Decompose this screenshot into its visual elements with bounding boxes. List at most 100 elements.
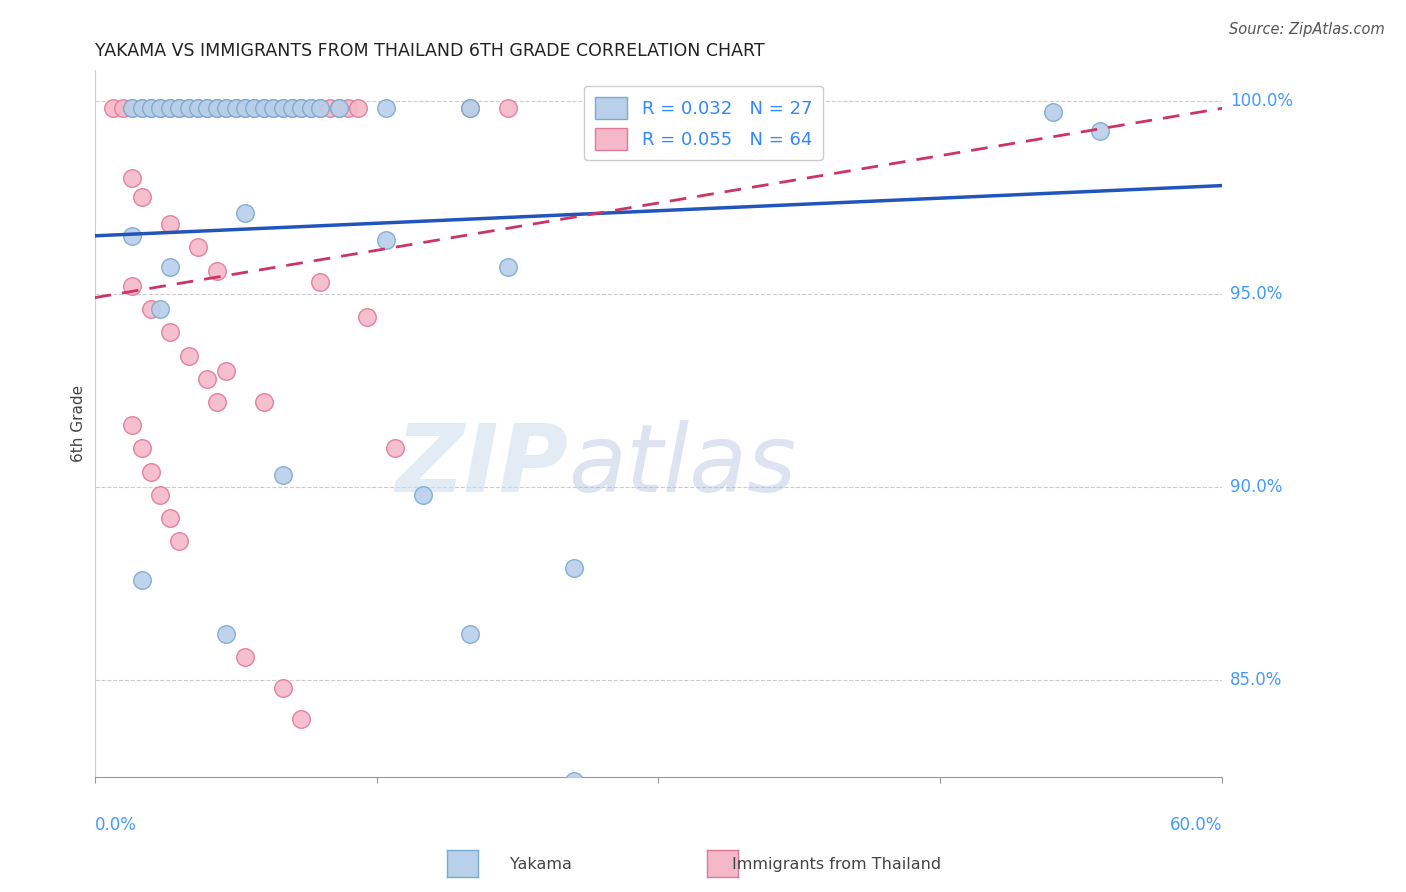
Point (460, 101, 482, 115)
Point (374, 101, 396, 115)
Point (309, 275, 332, 289)
Text: Source: ZipAtlas.com: Source: ZipAtlas.com (1229, 22, 1385, 37)
Point (131, 101, 153, 115)
Point (225, 101, 247, 115)
Point (253, 101, 276, 115)
Point (187, 240, 209, 254)
Text: ZIP: ZIP (395, 420, 568, 512)
Point (159, 217, 181, 231)
Text: 100.0%: 100.0% (1230, 92, 1294, 110)
Point (159, 326, 181, 340)
Point (195, 101, 218, 115)
Point (496, 101, 519, 115)
Point (328, 101, 350, 115)
Point (177, 101, 200, 115)
Text: 90.0%: 90.0% (1230, 478, 1282, 496)
Point (384, 442, 406, 456)
Point (262, 101, 284, 115)
Point (139, 101, 162, 115)
Point (131, 101, 153, 115)
Point (139, 302, 162, 317)
Point (281, 101, 304, 115)
Point (460, 627, 482, 641)
Point (290, 101, 312, 115)
Point (159, 101, 181, 115)
Point (167, 101, 190, 115)
Point (271, 468, 294, 483)
Point (167, 101, 190, 115)
Point (149, 101, 172, 115)
Point (253, 101, 276, 115)
Point (233, 101, 256, 115)
Point (205, 395, 228, 409)
Point (271, 101, 294, 115)
Point (215, 627, 238, 641)
Point (1088, 124, 1111, 138)
Point (271, 101, 294, 115)
Point (149, 302, 172, 317)
Point (1042, 105, 1064, 120)
Point (187, 101, 209, 115)
Point (215, 101, 238, 115)
Point (121, 101, 143, 115)
Text: atlas: atlas (568, 420, 796, 511)
Point (356, 310, 378, 324)
Point (131, 573, 153, 587)
Point (562, 561, 585, 575)
Point (309, 101, 332, 115)
Point (205, 101, 228, 115)
Point (412, 488, 434, 502)
Point (299, 101, 322, 115)
Point (243, 101, 266, 115)
Text: 60.0%: 60.0% (1170, 815, 1222, 833)
Point (290, 101, 312, 115)
Text: YAKAMA VS IMMIGRANTS FROM THAILAND 6TH GRADE CORRELATION CHART: YAKAMA VS IMMIGRANTS FROM THAILAND 6TH G… (94, 42, 765, 60)
Point (215, 101, 238, 115)
Text: 95.0%: 95.0% (1230, 285, 1282, 302)
Point (121, 418, 143, 433)
Point (205, 101, 228, 115)
Point (318, 101, 340, 115)
Point (299, 101, 322, 115)
Point (159, 260, 181, 274)
Point (346, 101, 368, 115)
Point (149, 488, 172, 502)
Point (233, 205, 256, 219)
Point (149, 101, 172, 115)
Point (195, 372, 218, 386)
Point (159, 511, 181, 525)
Y-axis label: 6th Grade: 6th Grade (72, 384, 86, 462)
Point (167, 534, 190, 549)
Point (159, 101, 181, 115)
Point (195, 101, 218, 115)
Point (496, 260, 519, 274)
Point (139, 465, 162, 479)
Point (121, 101, 143, 115)
Point (205, 263, 228, 277)
Point (177, 349, 200, 363)
Point (647, 101, 669, 115)
Point (111, 101, 134, 115)
Point (281, 101, 304, 115)
Point (309, 101, 332, 115)
Point (233, 650, 256, 665)
Point (262, 101, 284, 115)
Text: Yakama: Yakama (510, 857, 572, 872)
Point (337, 101, 360, 115)
Point (328, 101, 350, 115)
Point (253, 395, 276, 409)
Point (177, 101, 200, 115)
Point (131, 442, 153, 456)
Point (233, 101, 256, 115)
Point (121, 170, 143, 185)
Point (225, 101, 247, 115)
Point (562, 773, 585, 788)
Point (243, 101, 266, 115)
Point (374, 233, 396, 247)
Point (290, 712, 312, 726)
Point (460, 101, 482, 115)
Point (131, 190, 153, 204)
Point (591, 101, 613, 115)
Text: 85.0%: 85.0% (1230, 672, 1282, 690)
Point (121, 279, 143, 293)
